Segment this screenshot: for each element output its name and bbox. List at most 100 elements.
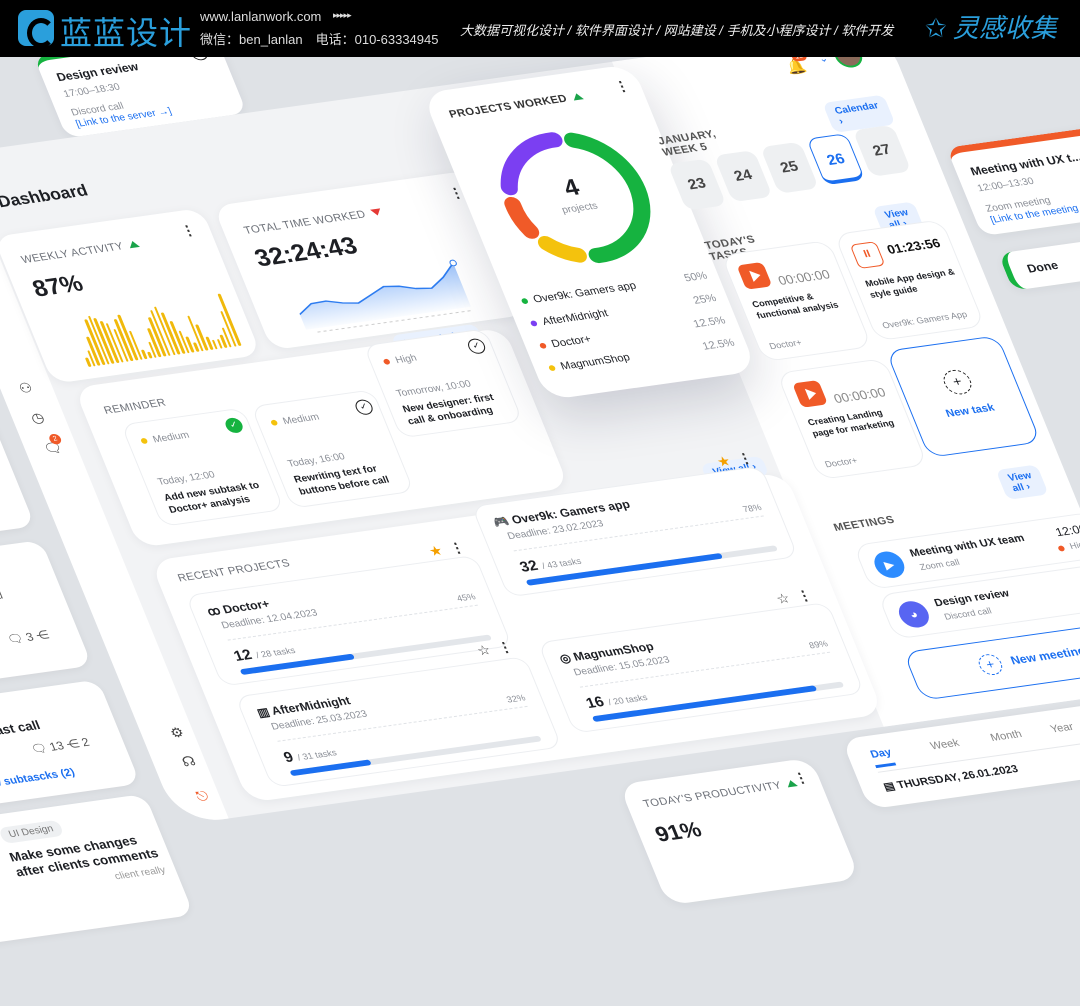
project-card[interactable]: ◎ MagnumShop Deadline: 15.05.2023 89% 16… [537,601,865,734]
tasks-done: 9 [281,748,296,766]
task-count: 9 / 31 tasks [281,743,339,767]
trend-down-icon [369,208,383,217]
more-menu-icon[interactable]: ⋮ [178,221,199,239]
todays-productivity-card: Today's productivity ⋮ 91% [618,757,861,906]
meeting-type: Discord call [942,605,993,622]
event-time: 17:00–18:30 [62,81,122,100]
tasks-total: / 28 tasks [254,645,297,660]
project-percent: 78% [741,502,764,515]
projects-legend: Over9k: Gamers app 50% AfterMidnight 25% Doc… [520,270,741,385]
comments-count[interactable]: 🗨 3 ⋲ [5,628,51,647]
brand-logo-icon [18,10,55,48]
check-circle-icon[interactable]: ✓ [465,337,488,355]
new-task-label: New task [944,401,997,420]
productivity-label: Today's productivity [641,779,784,811]
view-subtasks-link[interactable]: w subtascks (2) [0,766,77,790]
more-menu-icon[interactable]: ⋮ [794,586,815,604]
inspire-logo: ✩ 灵感收集 [925,8,1057,45]
task-project: Over9k: Gamers App [880,309,969,331]
play-icon[interactable] [736,261,773,290]
meeting-priority: High [1056,539,1080,553]
banner: 蓝蓝设计 www.lanlanwork.com ▸▸▸▸▸ 微信：ben_lan… [0,0,1080,57]
tab-day[interactable]: Day [868,746,897,769]
priority-label: Medium [281,411,322,428]
meeting-name: Design review [932,587,1012,610]
comment-icon: 🗨 [28,741,50,757]
banner-nav: 大数据可视化设计 / 软件界面设计 / 网站建设 / 手机及小程序设计 / 软件… [460,23,894,38]
reminder-title: Reminder [102,396,168,417]
comments-value: 13 [47,738,67,754]
view-all-label: View all [1006,470,1034,495]
add-dashed-circle-icon: + [975,652,1006,677]
area-line [299,262,454,316]
projects-worked-title: Projects worked [448,91,586,121]
contact-info: 微信：ben_lanlan 电话：010-63334945 [200,32,439,47]
arrows-icon: ▸▸▸▸▸ [333,10,352,20]
more-menu-icon[interactable]: ⋮ [611,77,632,95]
reminder-card[interactable]: High ✓ Tomorrow, 10:00 New designer: fir… [363,328,524,439]
task-project: Doctor+ [823,455,859,470]
tasks-done: 32 [517,557,541,576]
projects-worked-card: Projects worked ⋮ 4 projects Over9k: Gam… [421,63,758,401]
legend-dot [538,342,548,350]
check-circle-icon[interactable]: ✓ [223,416,246,434]
shares-value: 2 [79,735,92,750]
more-menu-icon[interactable]: ⋮ [494,638,516,656]
event-time: 12:00–13:30 [975,176,1036,195]
zoom-icon: ▶ [870,549,909,580]
total-time-title: Total time worked [242,206,383,237]
tab-week[interactable]: Week [928,737,962,753]
favorite-star-icon[interactable]: ☆ ⋮ [474,638,516,659]
priority: Medium [139,430,191,447]
kanban-card-text: client really [113,864,168,883]
priority-dot [382,358,392,366]
new-meeting-label: New meeting [1008,643,1080,668]
projects-worked-label: Projects worked [447,93,570,121]
meeting-name: Meeting with UX team [908,532,1027,560]
tasks-total: / 31 tasks [295,747,339,763]
check-circle-icon[interactable]: ✓ [353,398,376,416]
tab-month[interactable]: Month [988,728,1024,744]
recent-projects-title: Recent projects [176,557,292,585]
event-title: Meeting with UX t... [968,149,1080,179]
timer-value: 00:00:00 [831,385,888,407]
comment-icon: 🗨 [5,631,26,647]
inspire-label: 灵感收集 [952,13,1057,43]
project-logo-icon: ◎ [557,651,574,666]
projects-donut-chart [500,131,651,264]
priority-dot [270,419,279,427]
tasks-total: / 20 tasks [606,692,649,708]
calendar-icon: ▤ [881,780,897,794]
task-name: Mobile App design & style guide [863,266,957,300]
priority-label: High [393,352,419,367]
kanban-card[interactable]: UI Design Make some changes after client… [0,793,195,953]
priority: Medium [269,412,321,429]
total-time-value: 32:24:43 [250,232,362,273]
priority-dot [1057,544,1066,552]
trend-up-icon [127,240,141,249]
done-label: Done [1024,258,1061,276]
legend-dot [529,320,539,327]
pause-icon[interactable]: II [849,241,886,270]
weekly-activity-title: Weekly activity [20,238,142,266]
add-dashed-circle-icon: + [939,368,976,397]
site-url[interactable]: www.lanlanwork.com [200,9,322,24]
meeting-type: Zoom call [918,557,961,572]
weekly-activity-value: 87% [28,270,87,303]
timer-value: 00:00:00 [775,267,833,289]
discord-icon: ◕ [894,599,934,630]
priority: High [382,353,419,368]
priority-label: Medium [151,430,192,446]
project-logo-icon: ꝏ [205,603,223,619]
done-column-header[interactable]: Done [998,225,1080,291]
tab-year[interactable]: Year [1048,721,1076,736]
project-logo-icon: 🎮 [491,514,512,530]
total-time-card: Total time worked ⋮ 32:24:43 [213,170,528,351]
project-percent: 32% [505,692,527,705]
weekly-activity-bars [67,293,243,368]
play-icon[interactable] [792,380,829,408]
calendar-label: Calendar [833,100,881,117]
legend-dot [520,298,529,305]
more-menu-icon[interactable]: ⋮ [446,539,467,557]
meeting-event-card[interactable]: Meeting with UX t... 12:00–13:30 Zoom me… [946,119,1080,237]
